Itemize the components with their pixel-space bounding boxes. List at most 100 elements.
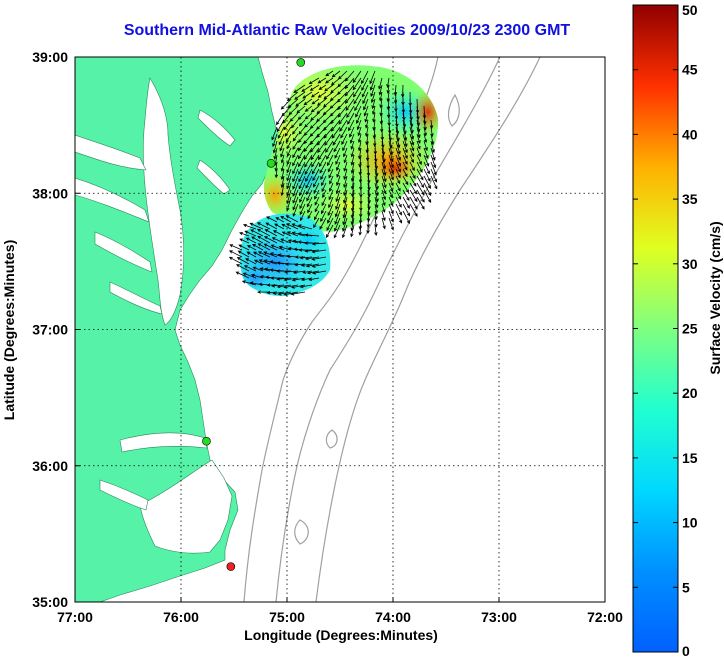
velocity-arrow bbox=[276, 277, 292, 281]
velocity-arrow bbox=[343, 168, 348, 180]
velocity-arrow bbox=[402, 133, 408, 148]
velocity-arrow bbox=[249, 222, 264, 230]
velocity-arrow bbox=[343, 175, 348, 189]
velocity-arrow bbox=[263, 243, 278, 251]
velocity-arrow bbox=[311, 161, 320, 175]
velocity-arrow bbox=[371, 98, 376, 110]
velocity-arrow bbox=[242, 223, 257, 230]
colorbar-tick-label: 10 bbox=[682, 515, 698, 531]
velocity-arrow bbox=[319, 217, 327, 230]
velocity-arrow bbox=[381, 168, 387, 183]
velocity-arrow bbox=[317, 98, 327, 106]
velocity-arrow bbox=[339, 119, 348, 132]
velocity-arrow bbox=[251, 236, 264, 244]
velocity-arrow bbox=[292, 196, 299, 211]
velocity-arrow bbox=[263, 251, 278, 258]
velocity-arrow bbox=[324, 77, 334, 84]
velocity-arrow bbox=[365, 147, 370, 162]
colorbar-tick-label: 5 bbox=[682, 579, 690, 595]
velocity-arrow bbox=[270, 244, 285, 251]
velocity-arrow bbox=[269, 252, 285, 258]
velocity-arrow bbox=[402, 161, 408, 171]
velocity-arrow bbox=[252, 243, 264, 251]
velocity-arrow bbox=[409, 189, 418, 203]
velocity-arrow bbox=[298, 119, 306, 127]
velocity-arrow bbox=[292, 189, 299, 204]
velocity-arrow bbox=[308, 77, 320, 85]
velocity-arrow bbox=[374, 210, 378, 221]
colorbar-tick-label: 25 bbox=[682, 321, 698, 337]
velocity-arrow bbox=[402, 196, 410, 209]
velocity-arrow bbox=[416, 147, 421, 158]
velocity-arrow bbox=[372, 105, 376, 116]
velocity-arrow bbox=[333, 140, 341, 153]
velocity-arrow bbox=[298, 161, 306, 175]
velocity-arrow bbox=[331, 126, 341, 139]
radar-stations bbox=[202, 58, 306, 571]
velocity-arrow bbox=[381, 196, 386, 207]
velocity-arrow bbox=[333, 224, 341, 239]
velocity-arrow bbox=[416, 133, 421, 144]
velocity-arrow bbox=[343, 154, 348, 164]
velocity-arrow bbox=[342, 210, 348, 226]
velocity-arrow bbox=[322, 189, 327, 199]
velocity-arrow bbox=[402, 203, 411, 217]
velocity-arrow bbox=[299, 284, 313, 289]
velocity-arrow bbox=[336, 175, 341, 187]
colorbar-tick-label: 0 bbox=[682, 643, 690, 659]
velocity-arrow bbox=[312, 270, 327, 275]
velocity-arrow bbox=[363, 105, 369, 117]
velocity-arrow bbox=[379, 98, 383, 109]
velocity-arrow bbox=[416, 175, 424, 189]
velocity-arrow bbox=[283, 277, 299, 282]
velocity-arrow bbox=[298, 175, 306, 190]
y-tick-label: 37:00 bbox=[32, 322, 68, 338]
velocity-arrow bbox=[352, 77, 362, 91]
velocity-arrow bbox=[257, 243, 271, 251]
velocity-arrow bbox=[303, 147, 313, 161]
velocity-arrow bbox=[320, 168, 327, 181]
velocity-arrow bbox=[395, 161, 401, 173]
velocity-arrow bbox=[374, 224, 378, 236]
velocity-arrow bbox=[430, 140, 435, 154]
velocity-arrow bbox=[369, 77, 376, 91]
x-axis-title: Longitude (Degrees:Minutes) bbox=[244, 627, 438, 643]
velocity-arrow bbox=[243, 265, 257, 272]
velocity-arrow bbox=[274, 223, 285, 230]
velocity-arrow bbox=[277, 291, 292, 296]
colorbar-tick-label: 35 bbox=[682, 191, 698, 207]
velocity-arrow bbox=[311, 154, 320, 168]
velocity-arrow bbox=[280, 154, 285, 164]
velocity-arrow bbox=[311, 249, 327, 254]
velocity-arrow bbox=[304, 161, 313, 175]
velocity-arrow bbox=[299, 256, 313, 260]
velocity-arrow bbox=[395, 147, 401, 161]
velocity-arrow bbox=[304, 256, 320, 261]
velocity-arrow bbox=[252, 266, 264, 272]
velocity-arrow bbox=[300, 263, 313, 267]
velocity-arrow bbox=[257, 235, 271, 244]
velocity-arrow bbox=[374, 196, 379, 209]
velocity-arrow bbox=[416, 189, 425, 203]
velocity-arrow bbox=[379, 91, 383, 102]
velocity-arrow bbox=[423, 147, 429, 160]
velocity-arrow bbox=[357, 126, 362, 137]
velocity-arrow bbox=[275, 217, 285, 223]
velocity-arrow bbox=[350, 154, 355, 166]
velocity-arrow bbox=[409, 133, 415, 146]
velocity-arrow bbox=[357, 140, 362, 152]
velocity-arrow bbox=[304, 112, 313, 120]
velocity-arrow bbox=[257, 251, 271, 258]
velocity-arrow bbox=[317, 77, 327, 84]
velocity-arrow bbox=[388, 161, 394, 175]
velocity-arrow bbox=[304, 241, 320, 245]
velocity-arrow bbox=[253, 259, 264, 265]
velocity-arrow bbox=[270, 276, 285, 280]
velocity-arrow bbox=[423, 168, 431, 182]
velocity-arrow bbox=[388, 189, 393, 199]
velocity-arrow bbox=[297, 147, 306, 160]
velocity-arrow bbox=[292, 203, 299, 217]
velocity-arrow bbox=[395, 196, 402, 208]
y-tick-label: 39:00 bbox=[32, 49, 68, 65]
velocity-arrow bbox=[272, 291, 285, 295]
